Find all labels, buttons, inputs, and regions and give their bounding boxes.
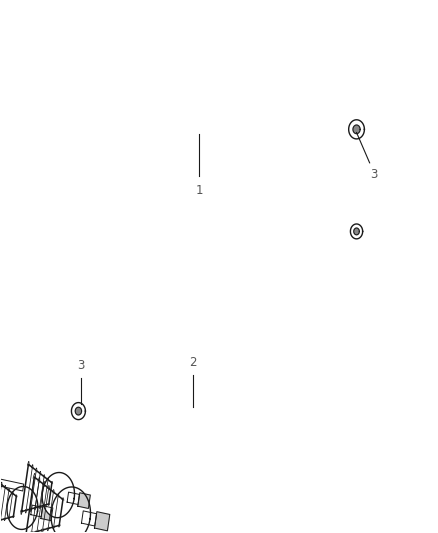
Polygon shape: [354, 228, 359, 235]
Polygon shape: [0, 484, 28, 510]
Polygon shape: [41, 506, 53, 521]
Polygon shape: [349, 120, 364, 139]
Polygon shape: [78, 493, 90, 508]
Text: 2: 2: [189, 356, 197, 368]
Polygon shape: [31, 505, 42, 517]
Text: 1: 1: [196, 184, 203, 197]
Polygon shape: [7, 487, 38, 529]
Polygon shape: [0, 479, 16, 523]
Polygon shape: [75, 407, 81, 415]
Text: 3: 3: [370, 168, 378, 181]
Polygon shape: [0, 476, 24, 491]
Polygon shape: [81, 511, 96, 526]
Polygon shape: [67, 492, 79, 505]
Polygon shape: [353, 125, 360, 134]
Polygon shape: [21, 464, 52, 512]
Polygon shape: [71, 402, 85, 419]
Polygon shape: [95, 512, 110, 531]
Text: 3: 3: [77, 359, 84, 372]
Polygon shape: [350, 224, 363, 239]
Polygon shape: [26, 477, 63, 533]
Polygon shape: [42, 473, 74, 518]
Polygon shape: [51, 487, 91, 533]
